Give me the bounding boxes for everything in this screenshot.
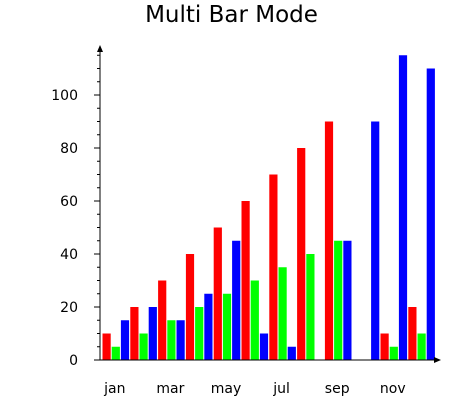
y-tick-label: 40 (60, 247, 78, 263)
y-tick-label: 100 (51, 88, 78, 104)
bar-series1-sep (324, 121, 334, 360)
bar-series3-sep (343, 240, 352, 360)
bar-series1-dec (408, 307, 417, 360)
bar-series1-nov (380, 333, 389, 360)
bar-series3-feb (148, 307, 157, 360)
bars-group (102, 55, 435, 360)
y-tick-label: 80 (60, 141, 78, 157)
bar-series2-nov (389, 346, 398, 360)
bar-series1-jan (102, 333, 111, 360)
bar-series3-jan (120, 320, 130, 360)
bar-series3-mar (176, 320, 185, 360)
y-tick-label: 60 (60, 194, 78, 210)
x-ticks-group: jan mar may jul sep nov (103, 381, 406, 397)
bar-series1-may (213, 227, 222, 360)
y-axis-arrow (97, 45, 103, 52)
bar-series1-jul (269, 174, 278, 360)
bar-series2-jun (250, 280, 259, 360)
bar-series1-aug (297, 148, 306, 360)
y-tick-label: 0 (69, 353, 78, 369)
bar-series3-jul (287, 346, 296, 360)
bar-series1-apr (185, 254, 195, 360)
bar-series2-aug (306, 254, 315, 360)
x-tick-label-mar: mar (156, 381, 184, 397)
x-tick-label-sep: sep (325, 381, 350, 397)
bar-series2-feb (139, 333, 148, 360)
bar-series2-jul (278, 267, 287, 360)
y-tick-label: 20 (60, 300, 78, 316)
x-tick-label-nov: nov (380, 381, 406, 397)
bar-series3-apr (204, 293, 213, 360)
bar-series1-jun (241, 201, 250, 360)
bar-series2-apr (195, 307, 204, 360)
bar-series3-jun (259, 333, 269, 360)
bar-series2-sep (334, 240, 343, 360)
bar-series2-dec (417, 333, 426, 360)
bar-series3-dec (426, 68, 435, 360)
x-tick-label-may: may (211, 381, 242, 397)
bar-series3-nov (398, 55, 408, 360)
y-ticks-group: 0 20 40 60 80 100 (51, 54, 100, 369)
chart-title: Multi Bar Mode (145, 2, 318, 28)
bar-series2-may (222, 293, 232, 360)
bar-series1-feb (130, 307, 139, 360)
bar-series2-mar (167, 320, 176, 360)
bar-series1-mar (158, 280, 167, 360)
bar-series2-jan (111, 346, 120, 360)
x-axis-arrow (434, 357, 441, 363)
x-tick-label-jan: jan (103, 381, 125, 397)
bar-series3-may (232, 240, 241, 360)
bar-series3-oct (371, 121, 380, 360)
axes-group (97, 45, 441, 363)
x-tick-label-jul: jul (272, 381, 290, 397)
